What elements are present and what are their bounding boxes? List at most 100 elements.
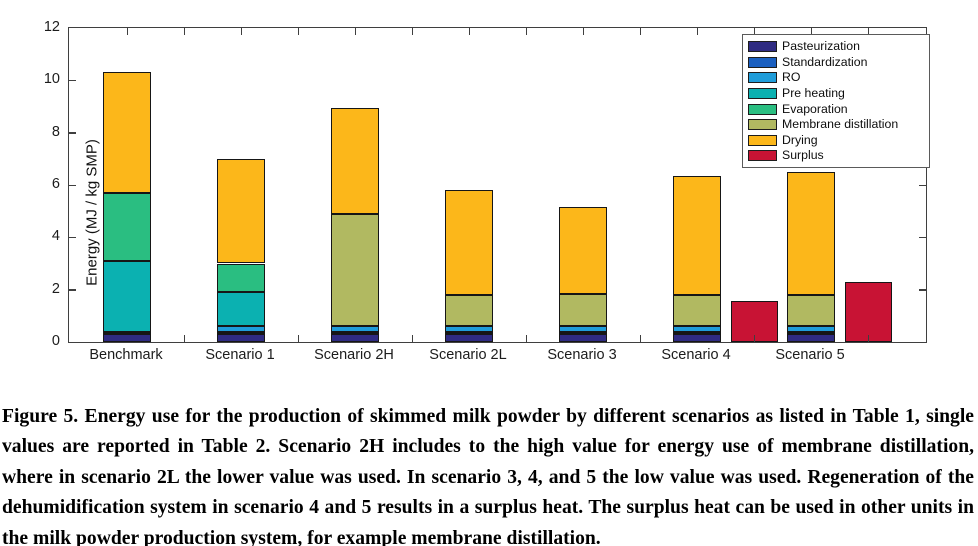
y-tick-label: 12 — [43, 19, 60, 35]
bar-segment-standardization — [217, 331, 265, 335]
legend-swatch-ro — [748, 72, 777, 84]
bar-segment-standardization — [445, 331, 493, 335]
legend-item: Pre heating — [748, 86, 924, 102]
legend-swatch-pasteurization — [748, 41, 777, 53]
bar-segment-drying — [673, 175, 721, 295]
bar-segment-membrane-distillation — [787, 294, 835, 327]
x-tick-bottom — [867, 335, 869, 342]
legend-label: Membrane distillation — [782, 117, 899, 132]
plot-area: Energy (MJ / kg SMP) Pasteurization Stand… — [68, 27, 930, 343]
x-tick-top — [696, 28, 698, 35]
x-tick-top — [297, 28, 299, 35]
bar-segment-pasteurization — [673, 334, 721, 342]
x-tick-label-2: Scenario 1 — [205, 347, 275, 363]
bar-segment-membrane-distillation — [445, 294, 493, 327]
bar-surplus — [844, 281, 892, 342]
y-tick-right — [919, 184, 926, 186]
x-tick-top — [411, 28, 413, 35]
y-tick-label: 10 — [43, 71, 60, 88]
x-tick-bottom — [639, 335, 641, 342]
x-tick-top — [867, 28, 869, 35]
bar-segment-drying — [445, 190, 493, 295]
legend-label: Surplus — [782, 148, 824, 163]
legend-swatch-membrane-distillation — [748, 119, 777, 131]
legend-item: Standardization — [748, 55, 924, 71]
x-tick-label-7: Scenario 5 — [775, 347, 845, 363]
x-tick-top — [240, 28, 242, 35]
legend-swatch-drying — [748, 134, 777, 146]
legend-swatch-surplus — [748, 150, 777, 162]
x-tick-top — [753, 28, 755, 35]
chart-legend: Pasteurization Standardization RO Pre heati… — [742, 34, 930, 168]
bar-segment-evaporation — [103, 192, 151, 261]
x-tick-label-3: Scenario 2H — [314, 347, 394, 363]
legend-label: Pasteurization — [782, 39, 860, 54]
bar-segment-pasteurization — [787, 334, 835, 342]
figure-caption: Figure 5. Energy use for the production … — [2, 405, 974, 546]
x-tick-bottom — [753, 335, 755, 342]
x-tick-top — [183, 28, 185, 35]
legend-label: Evaporation — [782, 101, 848, 116]
bar-segment-ro — [331, 326, 379, 332]
bar-segment-drying — [787, 171, 835, 295]
bar-segment-drying — [559, 207, 607, 294]
legend-item: Membrane distillation — [748, 117, 924, 133]
bar-segment-pre-heating — [217, 292, 265, 327]
legend-label: RO — [782, 70, 801, 85]
x-tick-top — [354, 28, 356, 35]
x-tick-top — [525, 28, 527, 35]
x-tick-label-1: Benchmark — [89, 347, 163, 363]
y-tick-right — [919, 236, 926, 239]
bar-segment-drying — [331, 107, 379, 214]
bar-segment-ro — [445, 326, 493, 332]
x-tick-top — [582, 28, 584, 35]
legend-item: Evaporation — [748, 101, 924, 117]
bar-segment-drying — [217, 158, 265, 264]
bar-segment-pasteurization — [331, 334, 379, 342]
bar-segment-standardization — [103, 331, 151, 335]
y-tick-left — [69, 184, 76, 186]
y-tick-left — [69, 79, 76, 82]
legend-item: Drying — [748, 133, 924, 149]
legend-swatch-evaporation — [748, 103, 777, 115]
y-tick-label: 4 — [51, 228, 60, 245]
bar-segment-membrane-distillation — [331, 213, 379, 327]
bar-segment-ro — [787, 326, 835, 332]
x-tick-bottom — [297, 335, 299, 342]
bar-segment-ro — [217, 326, 265, 332]
x-tick-bottom — [525, 335, 527, 342]
bar-segment-standardization — [673, 331, 721, 335]
legend-label: Standardization — [782, 54, 868, 69]
bar-segment-pasteurization — [445, 334, 493, 342]
y-tick-label: 6 — [51, 176, 60, 192]
bar-segment-standardization — [331, 331, 379, 335]
x-tick-label-5: Scenario 3 — [547, 347, 617, 363]
legend-label: Drying — [782, 132, 818, 147]
bar-segment-standardization — [787, 331, 835, 335]
bar-segment-pasteurization — [559, 334, 607, 342]
y-axis-label: Energy (MJ / kg SMP) — [83, 139, 101, 286]
x-tick-top — [810, 28, 812, 35]
y-tick-left — [69, 132, 76, 134]
bar-segment-pasteurization — [103, 334, 151, 342]
x-tick-top — [126, 28, 128, 35]
bar-segment-standardization — [559, 331, 607, 335]
x-tick-top — [468, 28, 470, 35]
x-tick-label-6: Scenario 4 — [661, 347, 731, 363]
legend-item: Pasteurization — [748, 39, 924, 55]
y-tick-right — [919, 289, 926, 291]
x-tick-bottom — [183, 335, 185, 342]
bar-segment-pasteurization — [217, 334, 265, 342]
x-tick-label-4: Scenario 2L — [429, 347, 507, 363]
legend-swatch-pre-heating — [748, 88, 777, 100]
legend-item: RO — [748, 70, 924, 86]
y-tick-label: 0 — [51, 333, 60, 349]
bar-segment-ro — [673, 326, 721, 332]
x-tick-bottom — [411, 335, 413, 342]
bar-segment-pre-heating — [103, 260, 151, 332]
bar-segment-drying — [103, 72, 151, 193]
y-tick-left — [69, 236, 76, 239]
bar-segment-ro — [559, 326, 607, 332]
x-tick-top — [639, 28, 641, 35]
